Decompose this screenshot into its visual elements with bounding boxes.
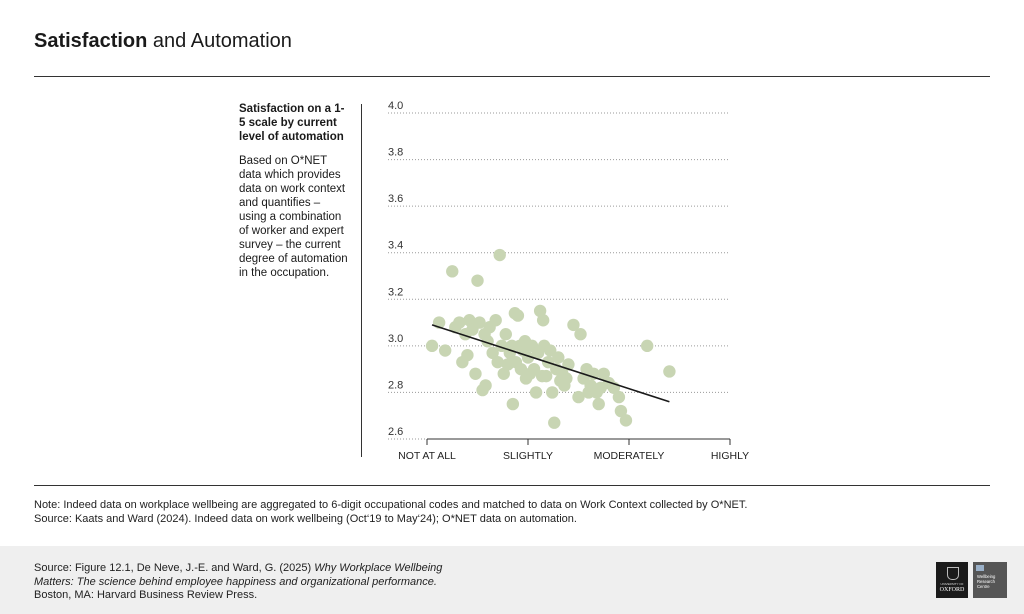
data-point — [473, 316, 486, 329]
wellbeing-research-centre-logo: Wellbeing Research Centre — [973, 562, 1007, 598]
data-point — [489, 314, 502, 327]
oxford-logo-small: UNIVERSITY OF — [940, 582, 964, 586]
page-title: Satisfaction and Automation — [34, 30, 292, 53]
data-point — [546, 386, 559, 399]
data-point — [529, 386, 543, 399]
data-point — [491, 355, 504, 369]
data-point — [511, 309, 525, 322]
y-tick-label: 2.6 — [388, 426, 403, 438]
data-point — [574, 328, 587, 341]
bottom-divider — [34, 485, 990, 486]
y-tick-label: 3.0 — [388, 333, 403, 345]
data-point — [567, 318, 580, 332]
y-tick-label: 2.8 — [388, 379, 403, 391]
chart-description-body: Based on O*NET data which provides data … — [239, 155, 348, 279]
y-tick-label: 3.2 — [388, 286, 403, 298]
scatter-chart: 2.6 2.8 3.0 3.2 3.4 3.6 3.8 4.0 NOT AT ALL SLIGHT… — [388, 100, 749, 462]
data-point — [486, 346, 499, 360]
y-tick-label: 3.4 — [388, 240, 403, 252]
data-point — [438, 344, 452, 357]
footer: Source: Figure 12.1, De Neve, J.-E. and … — [0, 546, 1024, 614]
y-tick-label: 4.0 — [388, 100, 403, 112]
data-point — [539, 369, 553, 383]
data-point — [469, 367, 482, 380]
x-tick-label: SLIGHTLY — [503, 450, 553, 462]
x-tick-label: HIGHLY — [711, 450, 749, 462]
data-point — [479, 379, 492, 392]
data-point — [548, 416, 561, 429]
crest-icon — [947, 567, 959, 580]
note-line: Note: Indeed data on workplace wellbeing… — [34, 499, 748, 511]
data-point — [446, 265, 459, 278]
source-book-title: Why Workplace Wellbeing Matters: The sci… — [34, 562, 443, 588]
title-bold: Satisfaction — [34, 30, 148, 52]
trend-line — [431, 324, 670, 403]
data-point — [612, 390, 626, 404]
data-point — [552, 351, 565, 364]
data-point — [527, 362, 541, 376]
x-tick-label: MODERATELY — [594, 450, 665, 462]
data-point — [471, 274, 484, 287]
y-tick-label: 3.6 — [388, 193, 403, 205]
data-point — [597, 367, 610, 380]
top-divider — [34, 76, 990, 77]
source-prefix: Source: Figure 12.1, De Neve, J.-E. and … — [34, 562, 315, 574]
title-rest: and Automation — [147, 30, 292, 52]
vertical-divider — [361, 104, 362, 457]
data-point — [497, 367, 510, 380]
data-point — [533, 304, 547, 318]
note-block: Note: Indeed data on workplace wellbeing… — [34, 498, 747, 526]
data-point — [493, 248, 506, 262]
data-point — [592, 397, 605, 411]
data-point — [640, 339, 654, 353]
data-point — [544, 344, 557, 357]
wrc-mark-icon — [976, 565, 984, 571]
data-point — [536, 314, 550, 327]
data-point — [560, 372, 573, 385]
data-point — [499, 328, 512, 341]
source-suffix: Boston, MA: Harvard Business Review Pres… — [34, 589, 258, 601]
chart-description: Satisfaction on a 1-5 scale by current l… — [239, 102, 349, 280]
data-point — [663, 365, 676, 378]
chart-description-heading: Satisfaction on a 1-5 scale by current l… — [239, 103, 345, 143]
y-tick-label: 3.8 — [388, 147, 403, 159]
data-point — [619, 414, 633, 427]
data-point — [425, 339, 439, 353]
source-line: Source: Kaats and Ward (2024). Indeed da… — [34, 513, 577, 525]
wrc-logo-text: Wellbeing Research Centre — [977, 574, 996, 589]
data-point — [461, 348, 474, 362]
footer-source: Source: Figure 12.1, De Neve, J.-E. and … — [34, 562, 454, 603]
x-tick-label: NOT AT ALL — [398, 450, 456, 462]
oxford-logo-text: OXFORD — [939, 587, 965, 593]
data-point — [463, 314, 476, 327]
data-point — [572, 390, 585, 404]
oxford-logo: UNIVERSITY OF OXFORD — [936, 562, 968, 598]
data-point — [614, 404, 628, 418]
data-point — [453, 316, 466, 329]
data-point — [506, 397, 520, 411]
